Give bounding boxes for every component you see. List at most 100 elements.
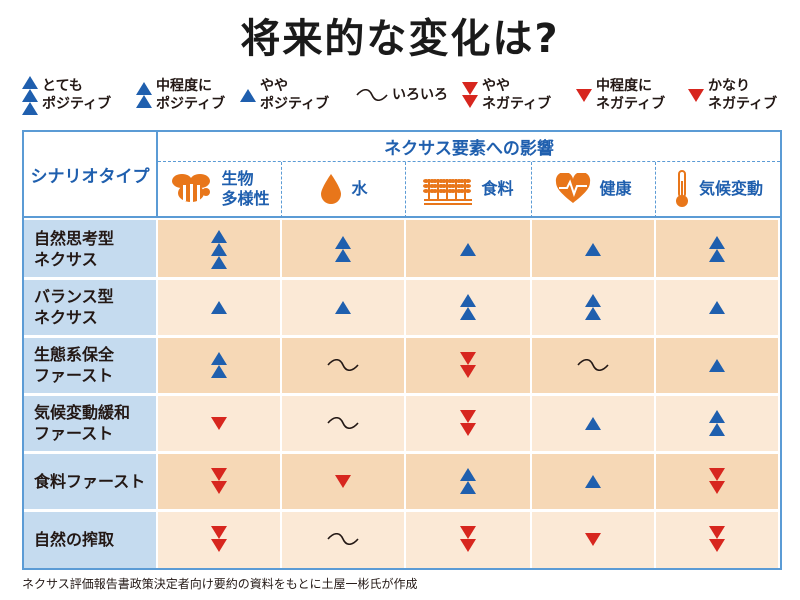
triangle-down-icon	[211, 481, 227, 494]
legend-label-line2: ポジティブ	[42, 96, 112, 112]
scenario-label: 自然の搾取	[24, 510, 158, 568]
column-header: 食料	[406, 162, 532, 218]
legend-label: かなり ネガティブ	[708, 77, 777, 113]
row-divider	[24, 509, 780, 512]
triangle-up-icon	[136, 82, 152, 95]
legend-item: かなり ネガティブ	[688, 70, 777, 120]
impact-cell	[532, 220, 656, 278]
scenario-label-line1: 自然の搾取	[34, 529, 115, 549]
impact-cell	[656, 336, 780, 394]
triangle-up-icon	[22, 88, 38, 102]
column-header: 健康	[532, 162, 656, 218]
triangle-down-icon	[688, 88, 704, 102]
column-header-line1: 健康	[599, 179, 632, 198]
legend-label-line1: 中程度に	[156, 78, 212, 94]
impact-cell	[656, 510, 780, 568]
impact-symbol-up1	[460, 242, 476, 256]
heart-pulse-icon	[556, 173, 591, 203]
legend-label-line1: かなり	[708, 78, 750, 94]
scenario-label: 生態系保全 ファースト	[24, 336, 158, 394]
triangle-down-icon	[709, 526, 725, 539]
impact-symbol-up2	[211, 352, 227, 378]
row-divider	[24, 335, 780, 338]
triangle-up-icon	[585, 294, 601, 307]
mixed-wave-icon	[577, 359, 609, 371]
impact-cell	[656, 394, 780, 452]
impact-cell	[532, 336, 656, 394]
row-divider	[24, 451, 780, 454]
legend-label: 中程度に ポジティブ	[156, 77, 225, 113]
mixed-wave-icon	[327, 417, 359, 429]
source-footnote: ネクサス評価報告書政策決定者向け要約の資料をもとに土屋一彬氏が作成	[22, 577, 418, 591]
mixed-wave-icon	[356, 89, 388, 101]
impact-symbol-down2	[211, 526, 227, 552]
nexus-elements-header: ネクサス要素への影響	[158, 132, 780, 162]
impact-symbol-down2	[211, 468, 227, 494]
triangle-down-icon	[709, 481, 725, 494]
column-header-line2: 多様性	[221, 189, 270, 208]
impact-cell	[406, 278, 532, 336]
table-row: 自然の搾取	[24, 510, 780, 568]
legend-label-line1: やや	[482, 78, 510, 94]
column-header-line1: 食料	[481, 179, 514, 198]
impact-cell	[532, 510, 656, 568]
impact-cell	[406, 452, 532, 510]
impact-cell	[282, 220, 406, 278]
impact-symbol-up1	[585, 474, 601, 488]
legend-label-line2: ネガティブ	[708, 96, 778, 112]
triangle-down-icon	[576, 88, 592, 102]
impact-symbol-up2	[709, 410, 725, 436]
column-header-line1: 気候変動	[698, 179, 763, 198]
impact-symbol-down1	[585, 532, 601, 546]
impact-symbol-up1	[709, 358, 725, 372]
bee-icon	[172, 174, 211, 202]
legend-item: いろいろ	[356, 70, 448, 120]
column-header-line1: 生物	[221, 169, 254, 188]
legend-item: やや ポジティブ	[240, 70, 329, 120]
legend-label: とても ポジティブ	[42, 77, 111, 113]
triangle-up-icon	[335, 249, 351, 262]
impact-symbol-down1	[211, 416, 227, 430]
impact-symbol-down2	[460, 526, 476, 552]
legend-label-line1: やや	[260, 78, 288, 94]
impact-symbol-up1	[709, 300, 725, 314]
impact-symbol-wave	[327, 417, 359, 429]
triangle-down-icon	[211, 416, 227, 430]
thermometer-icon	[675, 170, 688, 207]
column-header-label: 健康	[599, 179, 631, 199]
mixed-wave-icon	[327, 533, 359, 545]
legend-label: やや ネガティブ	[482, 77, 551, 113]
impact-symbol-up1	[585, 416, 601, 430]
legend-item: やや ネガティブ	[462, 70, 551, 120]
triangle-up-icon	[211, 242, 227, 256]
triangle-up-icon	[460, 468, 476, 481]
impact-symbol-down1	[576, 88, 592, 102]
impact-symbol-up1	[240, 88, 256, 102]
scenario-label-line1: 気候変動緩和	[34, 403, 131, 422]
triangle-down-icon	[460, 526, 476, 539]
impact-symbol-wave	[356, 89, 388, 101]
page-title: 将来的な変化は?	[240, 16, 560, 62]
scenario-label: 気候変動緩和 ファースト	[24, 394, 158, 452]
scenario-type-header: シナリオタイプ	[24, 132, 158, 218]
impact-symbol-up2	[709, 236, 725, 262]
scenario-label-line2: ファースト	[34, 424, 114, 443]
impact-cell	[406, 336, 532, 394]
table-row: バランス型 ネクサス	[24, 278, 780, 336]
column-header-label: 食料	[481, 179, 513, 199]
scenario-label-line2: ネクサス	[34, 308, 98, 327]
legend-label-line1: いろいろ	[392, 87, 448, 103]
impact-symbol-down1	[335, 474, 351, 488]
column-header-label: 気候変動	[699, 179, 763, 199]
row-divider	[24, 393, 780, 396]
triangle-up-icon	[211, 229, 227, 243]
impact-symbol-up1	[211, 300, 227, 314]
impact-cell	[532, 278, 656, 336]
impact-cell	[406, 510, 532, 568]
impact-cell	[282, 278, 406, 336]
column-header-line1: 水	[351, 179, 368, 198]
triangle-up-icon	[211, 255, 227, 269]
triangle-up-icon	[585, 307, 601, 320]
triangle-up-icon	[136, 95, 152, 108]
impact-cell	[158, 336, 282, 394]
